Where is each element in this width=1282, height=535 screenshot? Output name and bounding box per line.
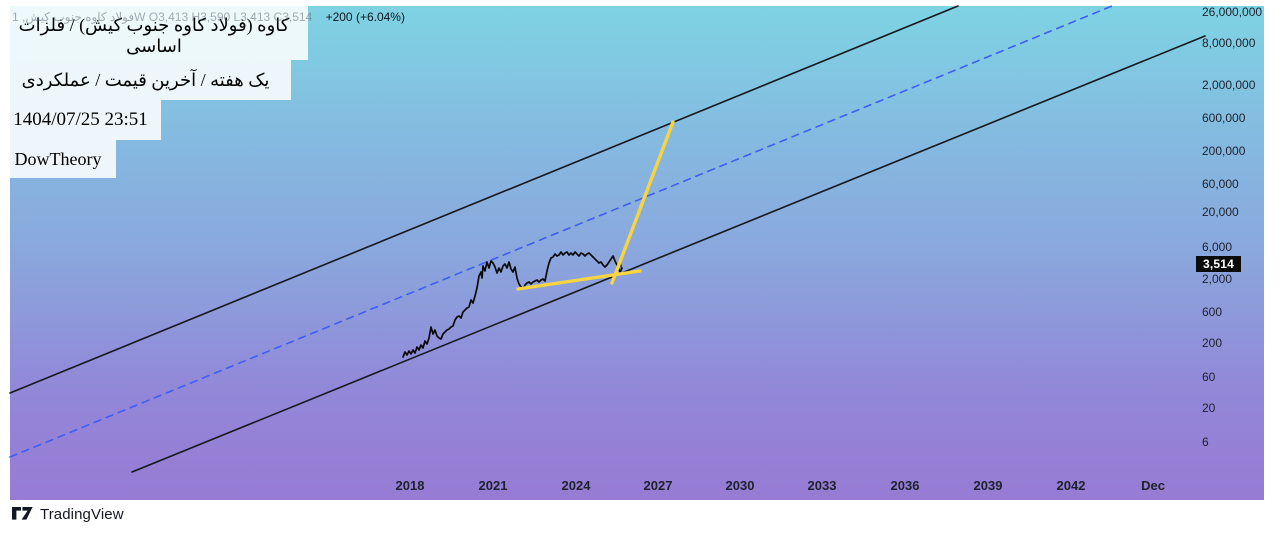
- price-scale-label: 6,000: [1202, 240, 1233, 254]
- last-price-label: 3,514: [1196, 256, 1241, 272]
- time-scale-label: 2018: [395, 478, 425, 493]
- timeframe-text: یک هفته / آخرین قیمت / عملکردی: [21, 69, 270, 90]
- tradingview-logo-icon: [12, 507, 33, 520]
- legend-symbol-ohlc[interactable]: فولاد کاوه جنوب کیش, 1W O3,413 H3,590 L3…: [12, 10, 313, 24]
- time-scale-label: 2027: [643, 478, 673, 493]
- price-scale-label: 2,000,000: [1202, 78, 1256, 92]
- price-scale-label: 600: [1202, 305, 1223, 319]
- datetime-text: 1404/07/25 23:51: [13, 109, 148, 130]
- symbol-legend[interactable]: فولاد کاوه جنوب کیش, 1W O3,413 H3,590 L3…: [12, 10, 405, 24]
- tradingview-brand-text: TradingView: [40, 506, 124, 523]
- time-scale-label: 2033: [807, 478, 837, 493]
- info-box-strategy: DowTheory: [0, 140, 116, 178]
- time-scale-label: 2030: [725, 478, 755, 493]
- tradingview-attribution[interactable]: TradingView: [12, 506, 124, 523]
- price-scale-label: 600,000: [1202, 111, 1246, 125]
- price-scale-label: 60,000: [1202, 177, 1239, 191]
- legend-change-value: +200 (+6.04%): [325, 10, 405, 24]
- price-scale-label: 60: [1202, 370, 1216, 384]
- info-box-timeframe: یک هفته / آخرین قیمت / عملکردی: [0, 60, 291, 100]
- time-scale-label: 2036: [890, 478, 920, 493]
- symbol-title-text: کاوه (فولاد کاوه جنوب کیش) / فلزات اساسی: [18, 15, 290, 56]
- price-scale-label: 20: [1202, 401, 1216, 415]
- price-scale-label: 2,000: [1202, 272, 1233, 286]
- time-scale-label: 2039: [973, 478, 1003, 493]
- info-box-datetime: 1404/07/25 23:51: [0, 100, 161, 140]
- info-box-symbol-title: کاوه (فولاد کاوه جنوب کیش) / فلزات اساسی: [0, 6, 308, 60]
- time-scale-label: Dec: [1141, 478, 1165, 493]
- time-scale-label: 2042: [1056, 478, 1086, 493]
- price-scale-label: 200: [1202, 336, 1223, 350]
- strategy-name-text: DowTheory: [14, 148, 102, 169]
- price-scale-label: 6: [1202, 435, 1209, 449]
- price-scale-label: 8,000,000: [1202, 36, 1256, 50]
- time-scale-label: 2021: [478, 478, 508, 493]
- price-scale-label: 26,000,000: [1202, 5, 1263, 19]
- price-scale-label: 200,000: [1202, 144, 1246, 158]
- price-scale-label: 20,000: [1202, 205, 1239, 219]
- time-scale-label: 2024: [561, 478, 591, 493]
